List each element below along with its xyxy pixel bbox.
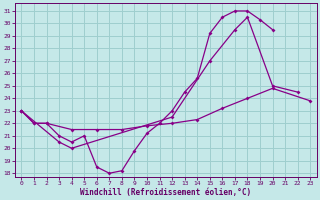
X-axis label: Windchill (Refroidissement éolien,°C): Windchill (Refroidissement éolien,°C) xyxy=(80,188,252,197)
